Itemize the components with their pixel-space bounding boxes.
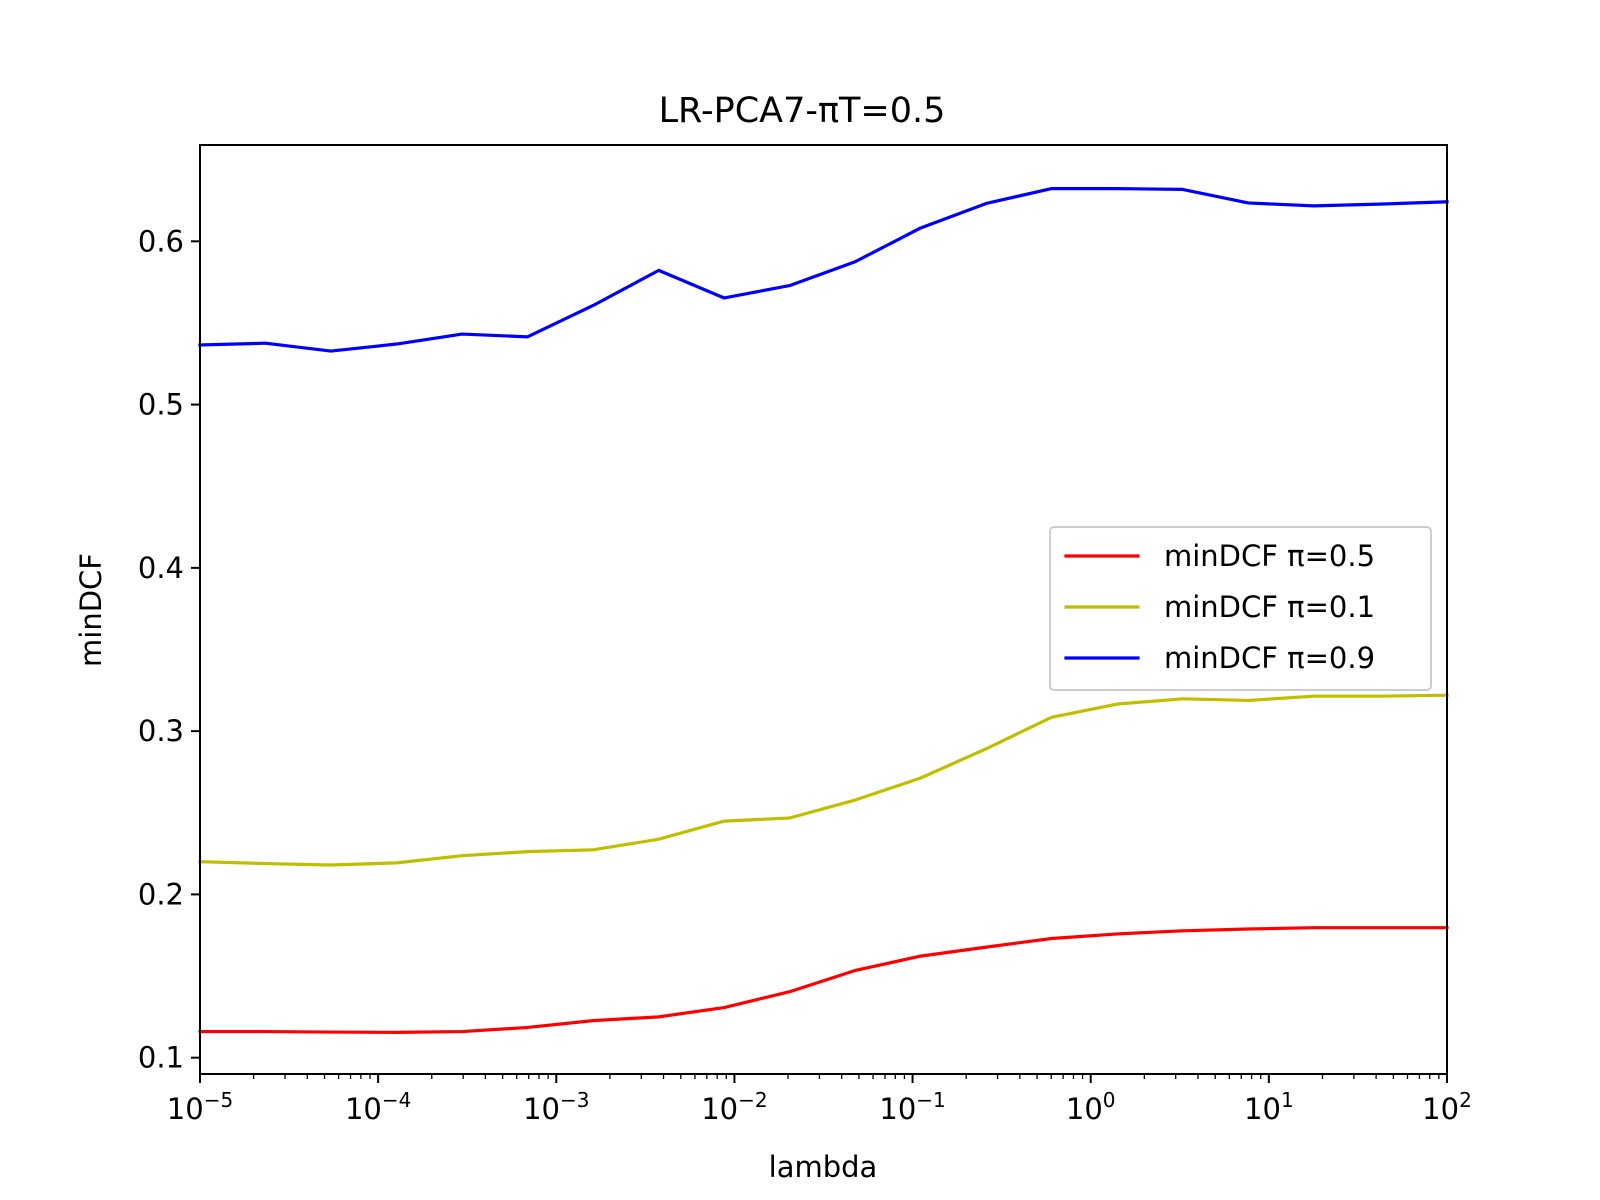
- x-tick-label-base: 10: [879, 1092, 916, 1126]
- y-tick-label: 0.5: [138, 388, 184, 422]
- x-tick-label: 10−3: [523, 1088, 589, 1126]
- x-tick-label: 10−2: [701, 1088, 767, 1126]
- x-axis: 10−5 10−4 10−3 10−2 10−1 100 101 102: [167, 1074, 1472, 1126]
- x-tick-label-base: 10: [1244, 1092, 1281, 1126]
- x-tick-label-exponent: 0: [1103, 1088, 1116, 1112]
- x-tick-label-base: 10: [167, 1092, 204, 1126]
- x-tick-label-exponent: −5: [204, 1088, 233, 1112]
- y-tick-label: 0.3: [138, 714, 184, 748]
- series-line-3: [198, 186, 1449, 353]
- x-axis-label: lambda: [769, 1150, 878, 1184]
- x-tick-label: 10−1: [879, 1088, 945, 1126]
- legend-label-1: minDCF π=0.5: [1164, 539, 1375, 573]
- x-tick-label-exponent: −1: [916, 1088, 945, 1112]
- x-tick-label: 10−4: [345, 1088, 411, 1126]
- y-tick-label: 0.1: [138, 1041, 184, 1075]
- series-line-2: [198, 693, 1449, 867]
- x-tick-label-base: 10: [701, 1092, 738, 1126]
- y-tick-label: 0.2: [138, 877, 184, 911]
- x-tick-label-exponent: −2: [738, 1088, 767, 1112]
- x-tick-label-base: 10: [1422, 1092, 1459, 1126]
- x-tick-label-exponent: −4: [382, 1088, 411, 1112]
- series-layer: [198, 186, 1449, 1034]
- x-tick-label: 101: [1244, 1088, 1294, 1126]
- plot-frame: [199, 144, 1448, 1075]
- legend-box: [1049, 526, 1432, 691]
- x-tick-label: 10−5: [167, 1088, 233, 1126]
- x-tick-label-base: 10: [345, 1092, 382, 1126]
- y-axis-label: minDCF: [74, 553, 108, 667]
- y-tick-label: 0.6: [138, 224, 184, 258]
- y-axis: 0.1 0.2 0.3 0.4 0.5 0.6: [138, 224, 200, 1075]
- x-tick-label-base: 10: [1066, 1092, 1103, 1126]
- x-tick-label: 100: [1066, 1088, 1116, 1126]
- legend: minDCF π=0.5 minDCF π=0.1 minDCF π=0.9: [1049, 526, 1432, 691]
- x-tick-label: 102: [1422, 1088, 1472, 1126]
- x-tick-label-base: 10: [523, 1092, 560, 1126]
- y-tick-label: 0.4: [138, 551, 184, 585]
- legend-label-2: minDCF π=0.1: [1164, 590, 1375, 624]
- legend-label-3: minDCF π=0.9: [1164, 641, 1375, 675]
- series-line-1: [198, 926, 1449, 1034]
- chart-title: LR-PCA7-πT=0.5: [659, 91, 946, 131]
- x-tick-label-exponent: 1: [1281, 1088, 1294, 1112]
- x-tick-label-exponent: 2: [1459, 1088, 1472, 1112]
- x-tick-label-exponent: −3: [560, 1088, 589, 1112]
